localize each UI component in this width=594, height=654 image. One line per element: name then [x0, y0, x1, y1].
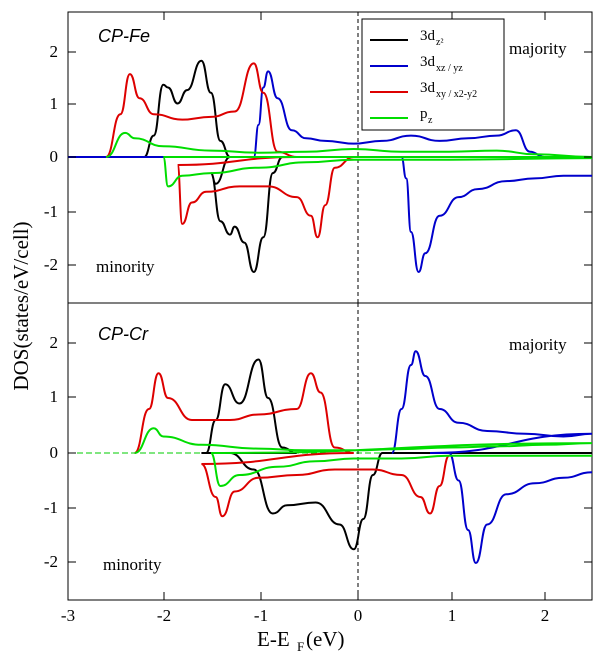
xtick-label: -3 [61, 606, 75, 625]
svg-text:E-E: E-E [257, 627, 290, 651]
minority-label-top: minority [96, 257, 155, 276]
ytick-label: -1 [44, 498, 58, 517]
series-line-3d-xz-yz-panel-2 [390, 350, 593, 565]
legend: 3d z² 3d xz / yz 3d xy / x2-y2 p z [361, 18, 505, 131]
series-line-p-z-panel-1 [105, 131, 593, 188]
ytick-label: 0 [50, 147, 59, 166]
xaxis: -3 -2 -1 0 1 2 [61, 12, 549, 625]
panel-label-bottom: CP-Cr [98, 324, 149, 344]
xtick-label: 1 [448, 606, 457, 625]
majority-label-bottom: majority [509, 335, 567, 354]
legend-label-sub: xy / x2-y2 [436, 89, 477, 100]
xtick-label: -1 [254, 606, 268, 625]
legend-label: p [420, 106, 428, 122]
series-line-3d-z2-panel-2 [201, 358, 592, 551]
series-line-p-z-panel-2 [134, 427, 593, 488]
series-line-3d-xy-x2-y2-panel-2 [133, 372, 451, 518]
legend-label-sub: z² [436, 37, 443, 48]
panel-frame-bottom [67, 302, 593, 601]
legend-label-sub: z [428, 115, 433, 126]
xtick-label: -2 [157, 606, 171, 625]
ytick-label: -2 [44, 255, 58, 274]
minority-label-bottom: minority [103, 555, 162, 574]
legend-label-sub: xz / yz [436, 63, 463, 74]
ytick-label: 2 [50, 333, 59, 352]
ytick-label: 1 [50, 387, 59, 406]
legend-label: 3d [420, 28, 436, 44]
ytick-label: -1 [44, 202, 58, 221]
majority-label-top: majority [509, 39, 567, 58]
panel-label-top: CP-Fe [98, 26, 150, 46]
ytick-label: -2 [44, 552, 58, 571]
xtick-label: 0 [354, 606, 363, 625]
ytick-label: 1 [50, 94, 59, 113]
legend-label: 3d [420, 80, 436, 96]
series-line-3d-xz-yz-panel-1 [68, 70, 593, 274]
series-line-3d-xy-x2-y2-panel-1 [105, 62, 354, 239]
yaxis-bottom: 2 1 0 -1 -2 [44, 333, 592, 571]
yaxis-top: 2 1 0 -1 -2 [44, 42, 592, 274]
x-axis-title: E-E F (eV) [257, 627, 344, 654]
ytick-label: 0 [50, 443, 59, 462]
svg-text:(eV): (eV) [306, 627, 344, 651]
xtick-label: 2 [541, 606, 550, 625]
y-axis-title: DOS(states/eV/cell) [9, 221, 33, 390]
ytick-label: 2 [50, 42, 59, 61]
legend-label: 3d [420, 54, 436, 70]
svg-text:F: F [297, 639, 304, 654]
